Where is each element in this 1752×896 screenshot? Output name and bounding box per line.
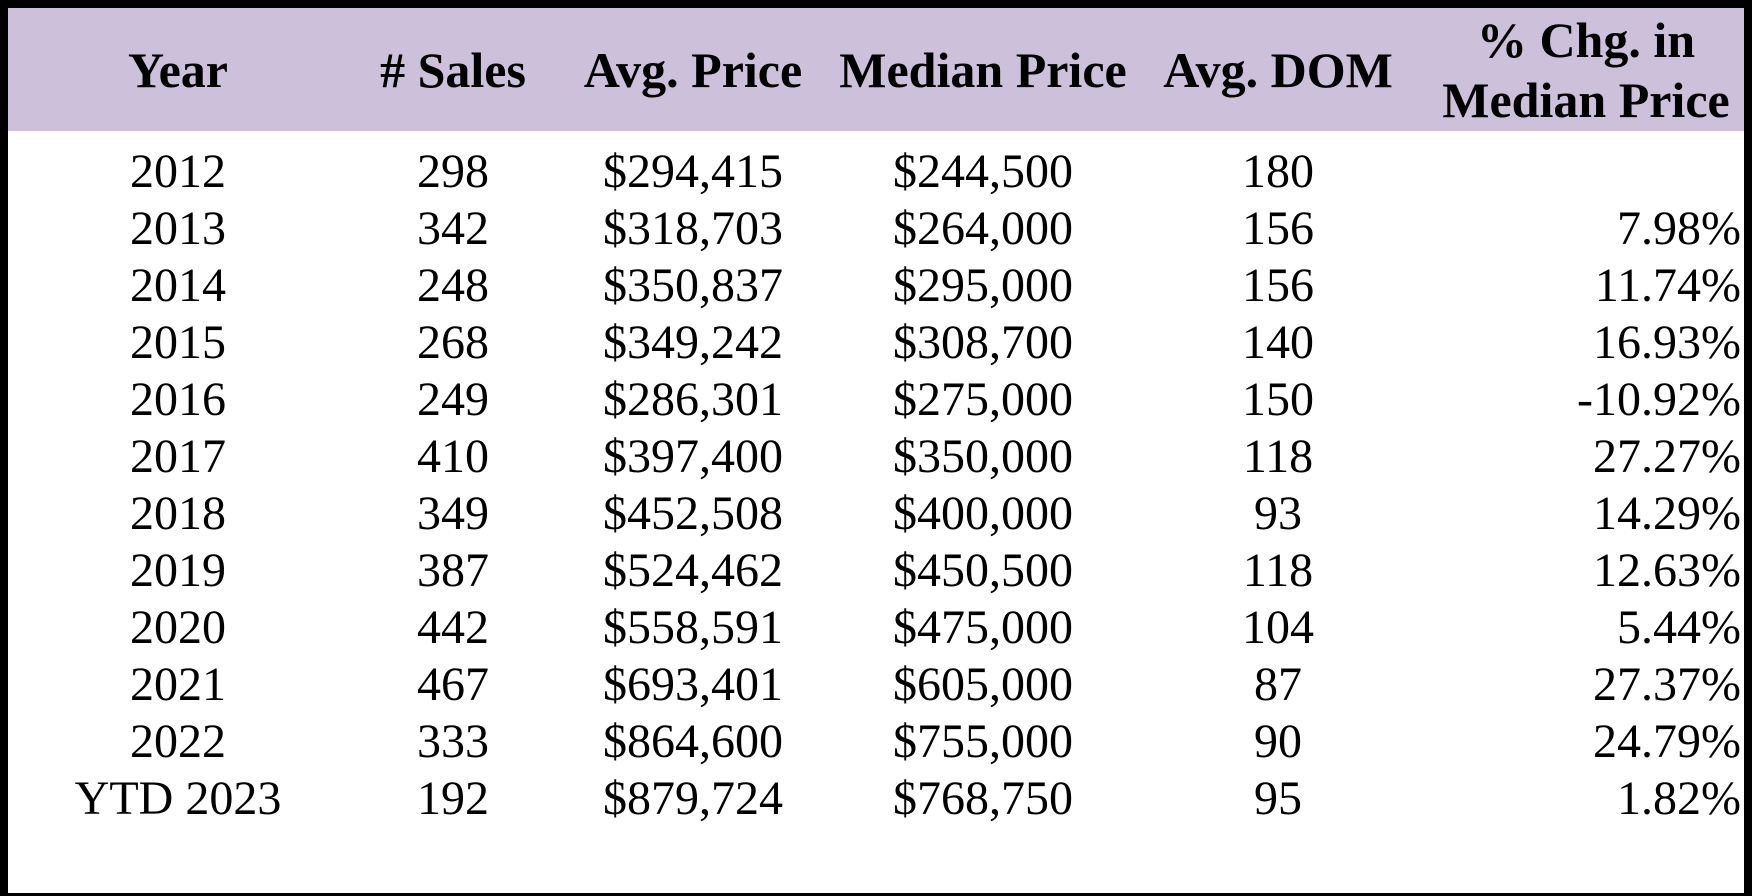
cell-pct-change: 27.27% <box>1593 430 1741 483</box>
cell-avg-dom: 104 <box>1242 601 1314 654</box>
cell-sales: 387 <box>417 544 489 597</box>
table-row: 2014 248 $350,837 $295,000 156 11.74% <box>8 254 1744 317</box>
cell-pct-change: -10.92% <box>1577 373 1741 426</box>
cell-year: 2017 <box>130 430 226 483</box>
cell-avg-price: $524,462 <box>603 544 783 597</box>
cell-year: 2019 <box>130 544 226 597</box>
table-row: 2018 349 $452,508 $400,000 93 14.29% <box>8 482 1744 545</box>
cell-avg-price: $693,401 <box>603 658 783 711</box>
cell-year: 2016 <box>130 373 226 426</box>
cell-avg-dom: 156 <box>1242 202 1314 255</box>
cell-avg-price: $879,724 <box>603 772 783 825</box>
cell-pct-change: 1.82% <box>1617 772 1741 825</box>
cell-avg-dom: 87 <box>1254 658 1302 711</box>
cell-median-price: $244,500 <box>893 145 1073 198</box>
table-row: 2019 387 $524,462 $450,500 118 12.63% <box>8 539 1744 602</box>
cell-avg-dom: 95 <box>1254 772 1302 825</box>
cell-pct-change: 12.63% <box>1593 544 1741 597</box>
cell-avg-dom: 118 <box>1242 544 1314 597</box>
cell-pct-change: 14.29% <box>1593 487 1741 540</box>
cell-year: 2020 <box>130 601 226 654</box>
column-header-pct-change: % Chg. in Median Price <box>1428 8 1744 131</box>
cell-year: 2021 <box>130 658 226 711</box>
cell-median-price: $275,000 <box>893 373 1073 426</box>
cell-avg-price: $286,301 <box>603 373 783 426</box>
cell-sales: 349 <box>417 487 489 540</box>
cell-year: 2022 <box>130 715 226 768</box>
cell-median-price: $295,000 <box>893 259 1073 312</box>
table-row: 2022 333 $864,600 $755,000 90 24.79% <box>8 710 1744 773</box>
table-row: 2012 298 $294,415 $244,500 180 <box>8 140 1744 203</box>
cell-sales: 249 <box>417 373 489 426</box>
cell-year: 2012 <box>130 145 226 198</box>
cell-median-price: $768,750 <box>893 772 1073 825</box>
cell-year: 2018 <box>130 487 226 540</box>
cell-avg-price: $864,600 <box>603 715 783 768</box>
table-row: 2016 249 $286,301 $275,000 150 -10.92% <box>8 368 1744 431</box>
cell-avg-dom: 90 <box>1254 715 1302 768</box>
cell-avg-price: $350,837 <box>603 259 783 312</box>
cell-avg-price: $397,400 <box>603 430 783 483</box>
cell-sales: 342 <box>417 202 489 255</box>
table-header: Year # Sales Avg. Price Median Price Avg… <box>8 8 1744 131</box>
table-row: 2013 342 $318,703 $264,000 156 7.98% <box>8 197 1744 260</box>
cell-avg-price: $294,415 <box>603 145 783 198</box>
column-header-pct-change-line1: % Chg. in <box>1476 11 1696 68</box>
column-header-pct-change-line2: Median Price <box>1442 71 1730 128</box>
cell-avg-price: $558,591 <box>603 601 783 654</box>
table-row: YTD 2023 192 $879,724 $768,750 95 1.82% <box>8 767 1744 830</box>
table-row: 2015 268 $349,242 $308,700 140 16.93% <box>8 311 1744 374</box>
cell-sales: 268 <box>417 316 489 369</box>
column-header-avg-price: Avg. Price <box>583 41 803 98</box>
cell-pct-change <box>1428 140 1741 203</box>
cell-median-price: $755,000 <box>893 715 1073 768</box>
cell-sales: 248 <box>417 259 489 312</box>
cell-year: 2014 <box>130 259 226 312</box>
table-row: 2017 410 $397,400 $350,000 118 27.27% <box>8 425 1744 488</box>
column-header-avg-dom: Avg. DOM <box>1163 41 1393 98</box>
cell-pct-change: 11.74% <box>1594 259 1741 312</box>
cell-pct-change: 7.98% <box>1617 202 1741 255</box>
cell-avg-dom: 180 <box>1242 145 1314 198</box>
cell-sales: 467 <box>417 658 489 711</box>
cell-year: YTD 2023 <box>74 772 282 825</box>
cell-median-price: $475,000 <box>893 601 1073 654</box>
column-header-year: Year <box>128 41 228 98</box>
cell-avg-dom: 140 <box>1242 316 1314 369</box>
cell-avg-price: $349,242 <box>603 316 783 369</box>
cell-median-price: $308,700 <box>893 316 1073 369</box>
cell-sales: 410 <box>417 430 489 483</box>
cell-sales: 298 <box>417 145 489 198</box>
cell-avg-dom: 93 <box>1254 487 1302 540</box>
column-header-sales: # Sales <box>380 41 526 98</box>
cell-avg-price: $452,508 <box>603 487 783 540</box>
cell-year: 2015 <box>130 316 226 369</box>
cell-median-price: $450,500 <box>893 544 1073 597</box>
cell-avg-dom: 118 <box>1242 430 1314 483</box>
cell-pct-change: 24.79% <box>1593 715 1741 768</box>
cell-sales: 442 <box>417 601 489 654</box>
cell-median-price: $264,000 <box>893 202 1073 255</box>
column-header-median-price: Median Price <box>839 41 1127 98</box>
cell-pct-change: 5.44% <box>1617 601 1741 654</box>
cell-median-price: $350,000 <box>893 430 1073 483</box>
cell-avg-dom: 156 <box>1242 259 1314 312</box>
cell-median-price: $400,000 <box>893 487 1073 540</box>
cell-sales: 192 <box>417 772 489 825</box>
cell-avg-price: $318,703 <box>603 202 783 255</box>
cell-sales: 333 <box>417 715 489 768</box>
cell-pct-change: 16.93% <box>1593 316 1741 369</box>
cell-pct-change: 27.37% <box>1593 658 1741 711</box>
cell-avg-dom: 150 <box>1242 373 1314 426</box>
table-row: 2021 467 $693,401 $605,000 87 27.37% <box>8 653 1744 716</box>
table-row: 2020 442 $558,591 $475,000 104 5.44% <box>8 596 1744 659</box>
cell-year: 2013 <box>130 202 226 255</box>
cell-median-price: $605,000 <box>893 658 1073 711</box>
